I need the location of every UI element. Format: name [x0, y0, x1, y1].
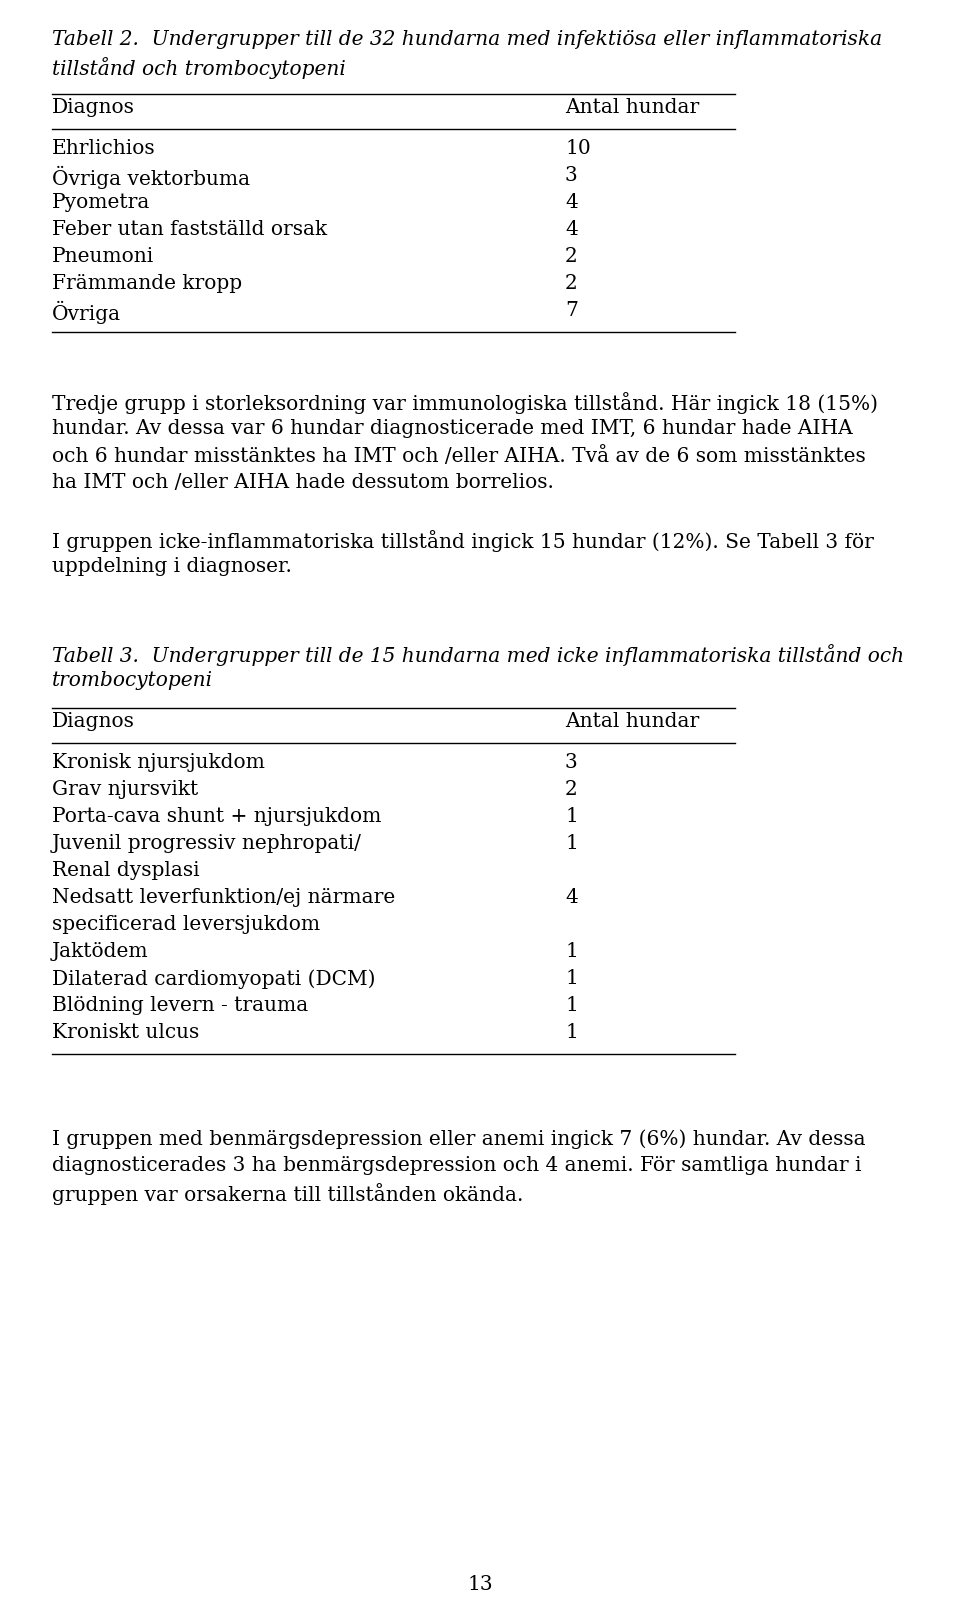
Text: 3: 3 — [565, 165, 578, 185]
Text: Renal dysplasi: Renal dysplasi — [52, 860, 200, 880]
Text: 4: 4 — [565, 220, 578, 240]
Text: Jaktödem: Jaktödem — [52, 941, 149, 961]
Text: 1: 1 — [565, 834, 578, 854]
Text: 1: 1 — [565, 969, 578, 988]
Text: Tabell 2.  Undergrupper till de 32 hundarna med infektiösa eller inflammatoriska: Tabell 2. Undergrupper till de 32 hundar… — [52, 31, 882, 49]
Text: Diagnos: Diagnos — [52, 97, 134, 117]
Text: I gruppen med benmärgsdepression eller anemi ingick 7 (6%) hundar. Av dessa: I gruppen med benmärgsdepression eller a… — [52, 1129, 866, 1149]
Text: 1: 1 — [565, 807, 578, 826]
Text: 13: 13 — [468, 1575, 492, 1594]
Text: Porta-cava shunt + njursjukdom: Porta-cava shunt + njursjukdom — [52, 807, 381, 826]
Text: 2: 2 — [565, 274, 578, 293]
Text: Juvenil progressiv nephropati/: Juvenil progressiv nephropati/ — [52, 834, 362, 854]
Text: Kronisk njursjukdom: Kronisk njursjukdom — [52, 753, 265, 773]
Text: gruppen var orsakerna till tillstånden okända.: gruppen var orsakerna till tillstånden o… — [52, 1183, 523, 1205]
Text: Nedsatt leverfunktion/ej närmare: Nedsatt leverfunktion/ej närmare — [52, 888, 396, 907]
Text: trombocytopeni: trombocytopeni — [52, 671, 213, 690]
Text: Pyometra: Pyometra — [52, 193, 151, 212]
Text: 1: 1 — [565, 996, 578, 1016]
Text: 4: 4 — [565, 193, 578, 212]
Text: specificerad leversjukdom: specificerad leversjukdom — [52, 915, 320, 935]
Text: 1: 1 — [565, 1022, 578, 1042]
Text: ha IMT och /eller AIHA hade dessutom borrelios.: ha IMT och /eller AIHA hade dessutom bor… — [52, 473, 554, 492]
Text: Tredje grupp i storleksordning var immunologiska tillstånd. Här ingick 18 (15%): Tredje grupp i storleksordning var immun… — [52, 392, 878, 415]
Text: Ehrlichios: Ehrlichios — [52, 139, 156, 159]
Text: 4: 4 — [565, 888, 578, 907]
Text: och 6 hundar misstänktes ha IMT och /eller AIHA. Två av de 6 som misstänktes: och 6 hundar misstänktes ha IMT och /ell… — [52, 446, 866, 467]
Text: Antal hundar: Antal hundar — [565, 713, 699, 731]
Text: 2: 2 — [565, 779, 578, 799]
Text: Feber utan fastställd orsak: Feber utan fastställd orsak — [52, 220, 327, 240]
Text: Dilaterad cardiomyopati (DCM): Dilaterad cardiomyopati (DCM) — [52, 969, 375, 988]
Text: Diagnos: Diagnos — [52, 713, 134, 731]
Text: diagnosticerades 3 ha benmärgsdepression och 4 anemi. För samtliga hundar i: diagnosticerades 3 ha benmärgsdepression… — [52, 1157, 861, 1174]
Text: 10: 10 — [565, 139, 590, 159]
Text: Grav njursvikt: Grav njursvikt — [52, 779, 199, 799]
Text: 3: 3 — [565, 753, 578, 773]
Text: I gruppen icke-inflammatoriska tillstånd ingick 15 hundar (12%). Se Tabell 3 för: I gruppen icke-inflammatoriska tillstånd… — [52, 530, 874, 552]
Text: Övriga: Övriga — [52, 301, 121, 324]
Text: 1: 1 — [565, 941, 578, 961]
Text: Tabell 3.  Undergrupper till de 15 hundarna med icke inflammatoriska tillstånd o: Tabell 3. Undergrupper till de 15 hundar… — [52, 645, 904, 666]
Text: Antal hundar: Antal hundar — [565, 97, 699, 117]
Text: Blödning levern - trauma: Blödning levern - trauma — [52, 996, 308, 1016]
Text: Främmande kropp: Främmande kropp — [52, 274, 242, 293]
Text: 7: 7 — [565, 301, 578, 321]
Text: Pneumoni: Pneumoni — [52, 246, 155, 266]
Text: hundar. Av dessa var 6 hundar diagnosticerade med IMT, 6 hundar hade AIHA: hundar. Av dessa var 6 hundar diagnostic… — [52, 420, 852, 437]
Text: Övriga vektorbuma: Övriga vektorbuma — [52, 165, 251, 190]
Text: uppdelning i diagnoser.: uppdelning i diagnoser. — [52, 557, 292, 577]
Text: tillstånd och trombocytopeni: tillstånd och trombocytopeni — [52, 57, 346, 79]
Text: 2: 2 — [565, 246, 578, 266]
Text: Kroniskt ulcus: Kroniskt ulcus — [52, 1022, 200, 1042]
